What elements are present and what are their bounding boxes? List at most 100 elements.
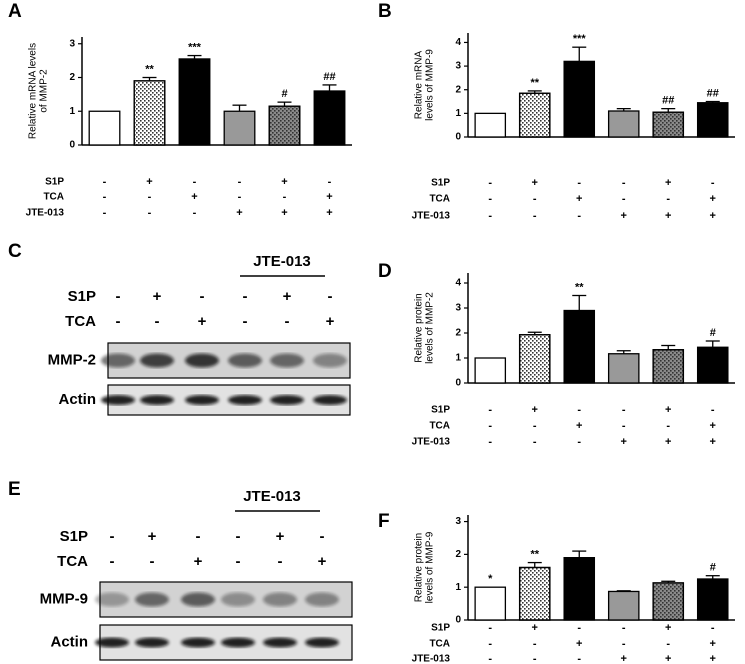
treatment-sign: - <box>577 177 581 189</box>
treatment-sign: - <box>488 404 492 416</box>
treatment-sign: - <box>622 404 626 416</box>
blot-band <box>185 353 219 368</box>
treatment-sign: - <box>193 207 197 219</box>
bar <box>563 60 596 138</box>
treatment-sign: + <box>621 436 627 448</box>
treatment-label: TCA <box>429 421 450 432</box>
blot-band <box>221 592 255 607</box>
treatment-sign: - <box>488 622 492 634</box>
treatment-sign: + <box>665 653 671 664</box>
blot-band <box>313 353 347 368</box>
bar <box>607 110 640 138</box>
treatment-sign: - <box>577 404 581 416</box>
treatment-sign: - <box>533 653 537 664</box>
treatment-sign: - <box>533 436 537 448</box>
treatment-sign: - <box>577 622 581 634</box>
y-axis-label: levels of MMP-9 <box>425 531 436 603</box>
treatment-sign: + <box>710 420 716 432</box>
treatment-sign: - <box>103 207 107 219</box>
treatment-sign: + <box>191 191 197 203</box>
y-axis-label: Relative protein <box>414 293 425 362</box>
treatment-sign: - <box>148 191 152 203</box>
treatment-sign: - <box>533 638 537 650</box>
treatment-sign: - <box>533 420 537 432</box>
bar-hatch <box>518 334 551 384</box>
treatment-sign: + <box>153 288 162 305</box>
bar <box>178 58 211 146</box>
treatment-sign: + <box>148 528 157 545</box>
treatment-sign: - <box>110 553 115 570</box>
treatment-label: JTE-013 <box>412 211 451 222</box>
treatment-sign: - <box>711 622 715 634</box>
treatment-sign: + <box>326 207 332 219</box>
treatment-sign: - <box>711 404 715 416</box>
bar-hatch <box>518 566 551 621</box>
significance-label: # <box>281 88 287 100</box>
treatment-label: S1P <box>431 178 450 189</box>
treatment-sign: - <box>533 210 537 222</box>
bar <box>313 90 346 146</box>
blot-band <box>181 637 215 648</box>
group-label: JTE-013 <box>253 253 311 270</box>
blot-band <box>228 353 262 368</box>
blot-band <box>101 395 135 405</box>
panel-letter: D <box>378 261 392 282</box>
treatment-label: JTE-013 <box>412 437 451 448</box>
treatment-label: S1P <box>60 528 88 545</box>
treatment-sign: - <box>533 193 537 205</box>
y-tick-label: 2 <box>69 72 75 83</box>
treatment-sign: + <box>576 193 582 205</box>
treatment-sign: - <box>488 638 492 650</box>
treatment-sign: - <box>488 177 492 189</box>
treatment-label: S1P <box>431 405 450 416</box>
y-tick-label: 0 <box>455 615 461 626</box>
blot-band <box>228 395 262 405</box>
significance-label: ## <box>662 95 674 107</box>
treatment-sign: + <box>576 420 582 432</box>
y-axis-label: of MMP-2 <box>39 69 50 113</box>
y-tick-label: 2 <box>455 84 461 95</box>
treatment-sign: - <box>622 177 626 189</box>
treatment-sign: - <box>148 207 152 219</box>
panel-letter: B <box>378 1 392 22</box>
bar <box>474 586 507 621</box>
y-tick-label: 2 <box>455 549 461 560</box>
y-tick-label: 3 <box>455 516 461 527</box>
y-axis-label: levels of MMP-9 <box>425 49 436 121</box>
blot-band <box>185 395 219 405</box>
y-tick-label: 0 <box>455 378 461 389</box>
y-axis-label: levels of MMP-2 <box>425 292 436 364</box>
treatment-sign: - <box>488 420 492 432</box>
y-axis-label: Relative mRNA <box>414 51 425 120</box>
treatment-sign: - <box>155 313 160 330</box>
treatment-sign: - <box>488 436 492 448</box>
treatment-sign: - <box>328 176 332 188</box>
bar-hatch <box>518 92 551 138</box>
significance-label: # <box>710 327 716 339</box>
bar-hatch <box>652 349 685 384</box>
y-tick-label: 4 <box>455 278 461 289</box>
treatment-label: TCA <box>65 313 96 330</box>
significance-label: ** <box>575 281 584 293</box>
treatment-sign: + <box>710 210 716 222</box>
treatment-sign: - <box>622 193 626 205</box>
treatment-label: TCA <box>57 553 88 570</box>
treatment-sign: - <box>200 288 205 305</box>
blot-band <box>140 395 174 405</box>
blot-band <box>305 637 339 648</box>
blot-band <box>101 353 135 368</box>
blot-band <box>305 592 339 607</box>
treatment-label: S1P <box>68 288 96 305</box>
treatment-sign: + <box>665 177 671 189</box>
treatment-sign: + <box>318 553 327 570</box>
treatment-sign: - <box>488 210 492 222</box>
significance-label: *** <box>573 33 587 45</box>
treatment-sign: + <box>665 622 671 634</box>
treatment-sign: - <box>285 313 290 330</box>
treatment-label: TCA <box>43 192 64 203</box>
treatment-sign: - <box>488 653 492 664</box>
treatment-sign: + <box>236 207 242 219</box>
panel-letter: A <box>8 1 22 22</box>
bar <box>474 112 507 138</box>
